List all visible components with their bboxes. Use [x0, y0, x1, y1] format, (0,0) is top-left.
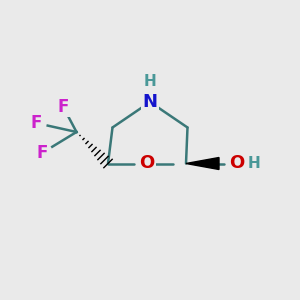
Text: N: N: [142, 93, 158, 111]
Text: F: F: [36, 144, 48, 162]
Text: F: F: [57, 98, 69, 116]
Text: O: O: [230, 154, 244, 172]
Text: O: O: [140, 154, 154, 172]
Text: H: H: [248, 156, 261, 171]
Polygon shape: [186, 158, 219, 169]
Text: H: H: [144, 74, 156, 88]
Text: F: F: [30, 114, 42, 132]
